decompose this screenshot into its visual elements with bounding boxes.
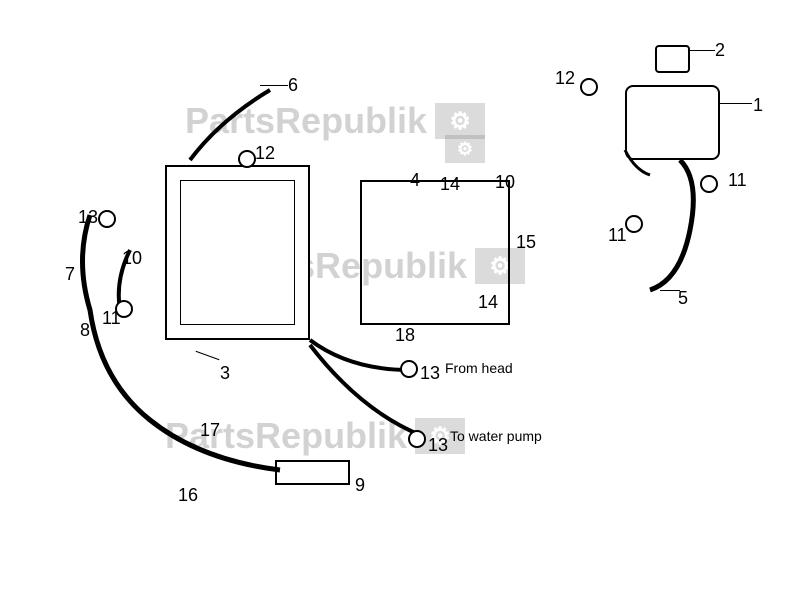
hose-5 (650, 160, 693, 290)
callout-13b: 13 (420, 363, 440, 384)
flag-icon: ⚙ (435, 103, 485, 139)
callout-10a: 10 (495, 172, 515, 193)
watermark-text: PartsRepublik (185, 100, 427, 142)
leader-3 (196, 351, 220, 360)
callout-8: 8 (80, 320, 90, 341)
clamp-12a (580, 78, 598, 96)
callout-10b: 10 (122, 248, 142, 269)
callout-13a: 13 (78, 207, 98, 228)
callout-7: 7 (65, 264, 75, 285)
callout-16: 16 (178, 485, 198, 506)
callout-3: 3 (220, 363, 230, 384)
watermark-4: ⚙ (445, 135, 485, 163)
callout-2: 2 (715, 40, 725, 61)
leader-1 (720, 103, 752, 104)
hose-guard (275, 460, 350, 485)
clamp-13c (408, 430, 426, 448)
callout-9: 9 (355, 475, 365, 496)
tank-cap (655, 45, 690, 73)
callout-14a: 14 (440, 174, 460, 195)
callout-11b: 11 (608, 225, 627, 246)
callout-12a: 12 (555, 68, 575, 89)
callout-15: 15 (516, 232, 536, 253)
clamp-12b (238, 150, 256, 168)
expansion-tank (625, 85, 720, 160)
callout-11a: 11 (728, 170, 747, 191)
clamp-13a (98, 210, 116, 228)
clamp-11b (625, 215, 643, 233)
clamp-11a (700, 175, 718, 193)
gear-icon: ⚙ (449, 107, 471, 136)
callout-12b: 12 (255, 143, 275, 164)
callout-5: 5 (678, 288, 688, 309)
callout-1: 1 (753, 95, 763, 116)
annotation-from-head: From head (445, 360, 513, 376)
radiator-inner (180, 180, 295, 325)
watermark-1: PartsRepublik ⚙ (185, 100, 485, 142)
flag-icon: ⚙ (445, 135, 485, 163)
leader-6 (260, 85, 288, 86)
callout-4: 4 (410, 170, 420, 191)
callout-14b: 14 (478, 292, 498, 313)
gear-icon: ⚙ (457, 139, 473, 160)
callout-18: 18 (395, 325, 415, 346)
annotation-to-pump: To water pump (450, 428, 542, 444)
leader-2 (690, 50, 715, 51)
clamp-13b (400, 360, 418, 378)
callout-13c: 13 (428, 435, 448, 456)
callout-11c: 11 (102, 308, 121, 329)
leader-5 (660, 290, 680, 291)
callout-6: 6 (288, 75, 298, 96)
callout-17: 17 (200, 420, 220, 441)
